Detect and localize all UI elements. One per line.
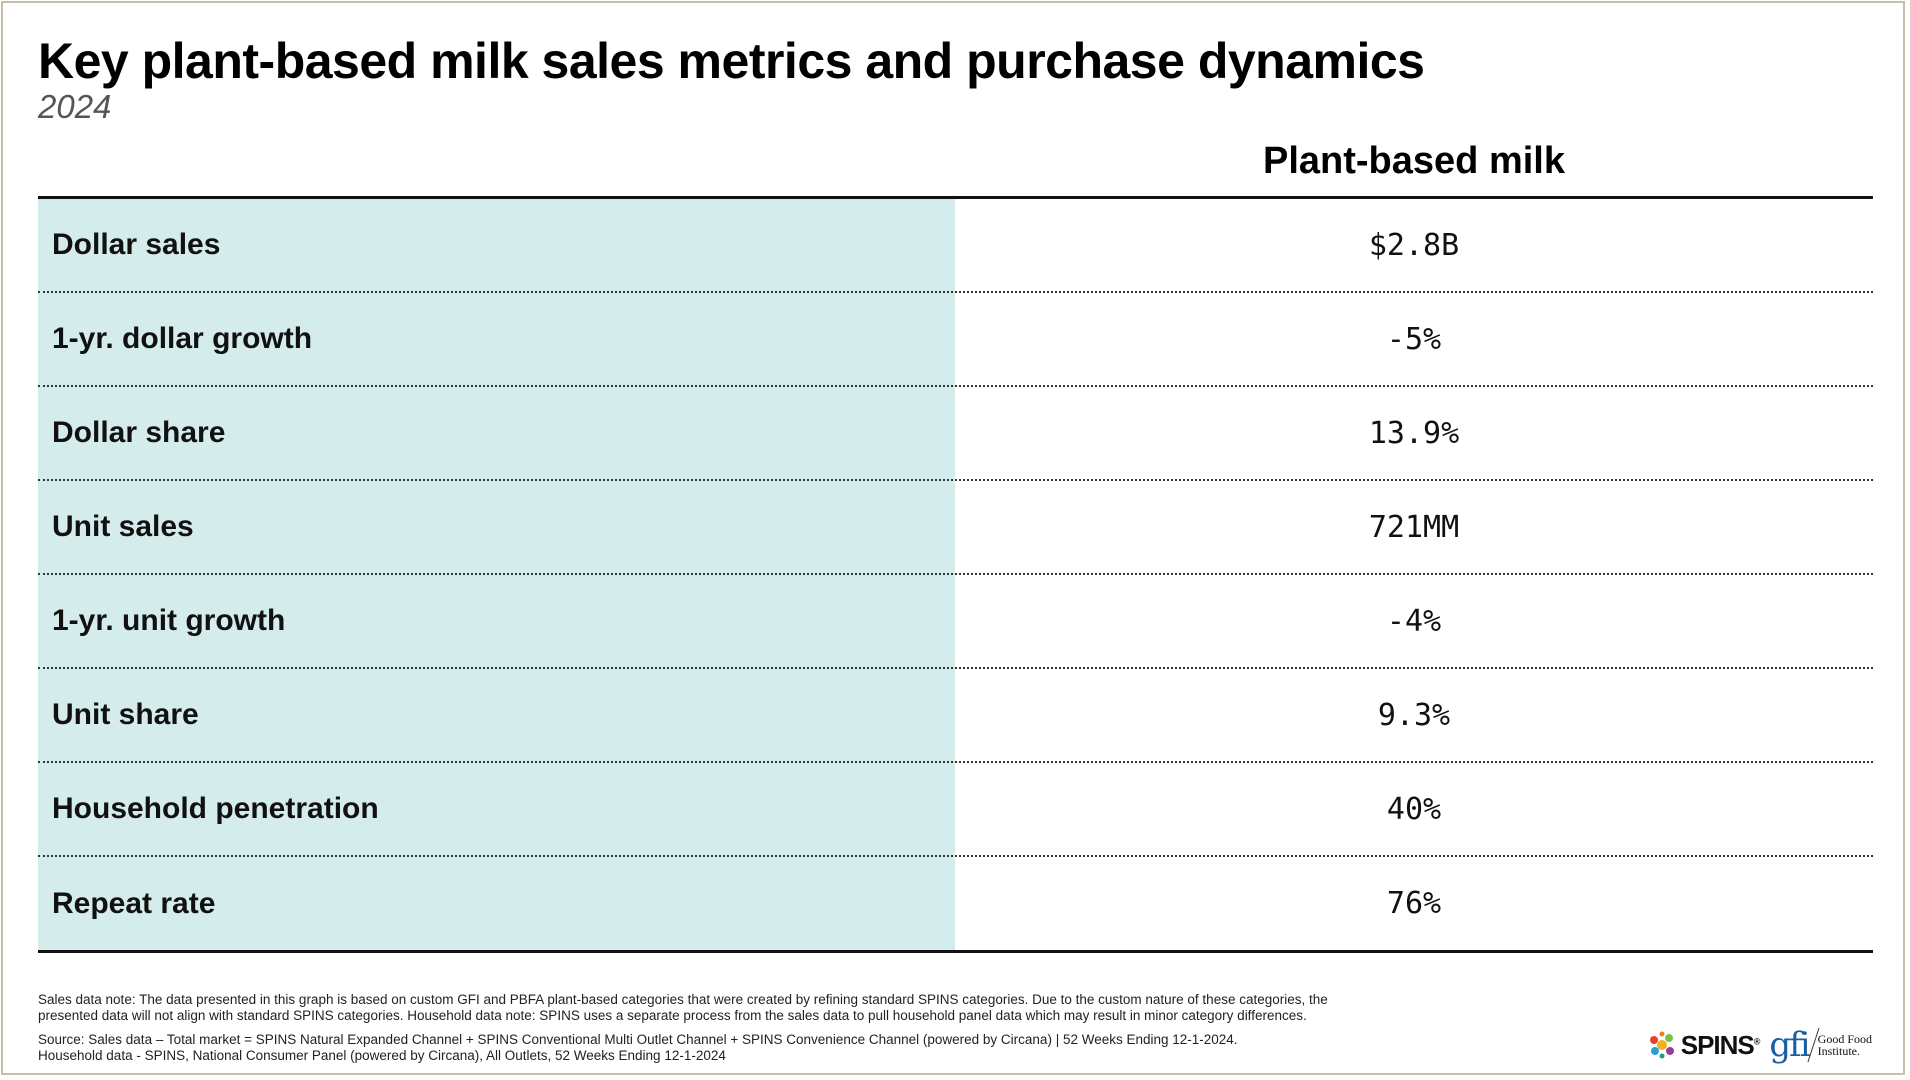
row-value: 76% xyxy=(1386,886,1442,921)
row-value: 9.3% xyxy=(1377,697,1451,733)
sales-note-line-2: presented data will not align with stand… xyxy=(38,1008,1307,1023)
metrics-table: Dollar sales $2.8B 1-yr. dollar growth -5% D… xyxy=(38,199,1873,950)
column-header: Plant-based milk xyxy=(1263,140,1565,182)
row-value: $2.8B xyxy=(1368,227,1460,263)
gfi-logo: gfi Good Food Institute. xyxy=(1769,1028,1872,1062)
row-value: 721MM xyxy=(1368,509,1460,545)
table-top-rule xyxy=(38,196,1873,199)
table-row: 1-yr. unit growth -4% xyxy=(38,575,1873,669)
table-row: Repeat rate 76% xyxy=(38,857,1873,950)
row-value: 40% xyxy=(1386,791,1442,827)
table-row: Dollar sales $2.8B xyxy=(38,199,1873,293)
chart-title: Key plant-based milk sales metrics and p… xyxy=(38,33,1425,89)
row-label: Dollar sales xyxy=(52,228,221,261)
gfi-mark: gfi xyxy=(1769,1025,1810,1065)
spins-registered-mark: ® xyxy=(1753,1035,1761,1046)
footnotes: Sales data note: The data presented in t… xyxy=(38,992,1478,1064)
row-label: Repeat rate xyxy=(52,886,216,920)
row-label: Unit sales xyxy=(52,510,194,543)
table-bottom-rule xyxy=(38,950,1873,953)
row-value: -5% xyxy=(1386,321,1442,357)
row-label: Unit share xyxy=(52,698,199,731)
row-label: Dollar share xyxy=(52,416,226,449)
table-row: Dollar share 13.9% xyxy=(38,387,1873,481)
table-row: 1-yr. dollar growth -5% xyxy=(38,293,1873,387)
row-label: 1-yr. unit growth xyxy=(52,604,286,637)
table-row: Household penetration 40% xyxy=(38,763,1873,857)
sales-note-line-1: Sales data note: The data presented in t… xyxy=(38,992,1328,1007)
logos: SPINS® gfi Good Food Institute. xyxy=(1647,1028,1872,1062)
table-row: Unit sales 721MM xyxy=(38,481,1873,575)
source-line-2: Household data - SPINS, National Consume… xyxy=(38,1048,726,1063)
spins-burst-icon xyxy=(1649,1031,1674,1059)
row-label: Household penetration xyxy=(52,792,379,825)
spins-logo: SPINS® xyxy=(1647,1030,1760,1061)
gfi-wordmark: Good Food Institute. xyxy=(1817,1032,1872,1058)
row-value: 13.9% xyxy=(1368,415,1460,451)
table-row: Unit share 9.3% xyxy=(38,669,1873,763)
row-label: 1-yr. dollar growth xyxy=(52,322,313,355)
row-value: -4% xyxy=(1386,603,1442,639)
spins-wordmark: SPINS xyxy=(1680,1029,1755,1060)
chart-subtitle: 2024 xyxy=(38,88,112,125)
source-line-1: Source: Sales data – Total market = SPIN… xyxy=(38,1032,1238,1047)
